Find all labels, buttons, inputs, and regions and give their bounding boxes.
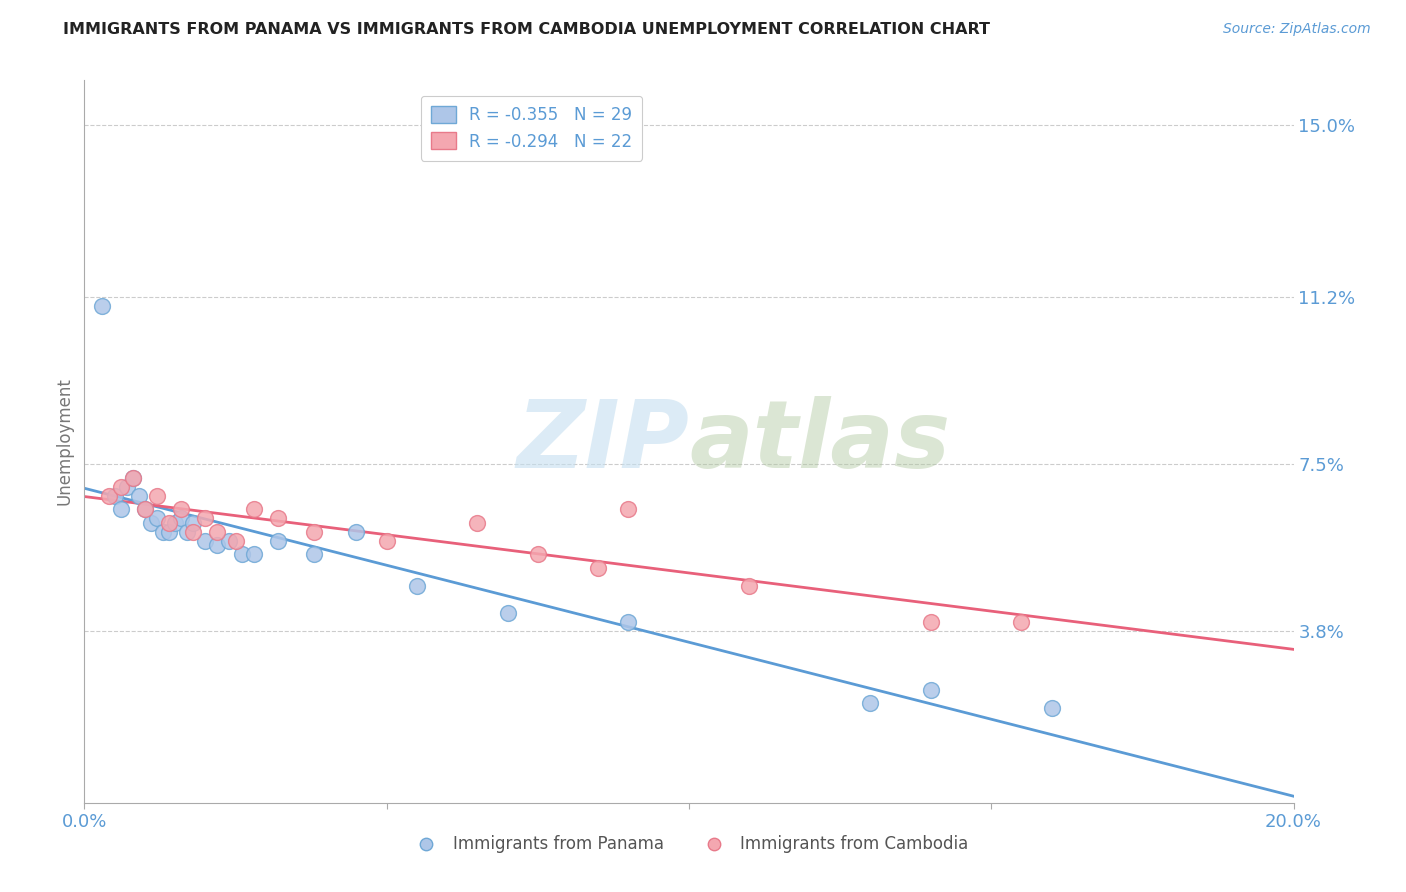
Point [375, 533, 398, 548]
Point [738, 579, 761, 593]
Text: IMMIGRANTS FROM PANAMA VS IMMIGRANTS FROM CAMBODIA UNEMPLOYMENT CORRELATION CHAR: IMMIGRANTS FROM PANAMA VS IMMIGRANTS FRO… [63, 22, 990, 37]
Point [617, 502, 640, 516]
Point [194, 511, 217, 525]
Text: Source: ZipAtlas.com: Source: ZipAtlas.com [1223, 22, 1371, 37]
Point [157, 516, 180, 530]
Point [181, 524, 204, 539]
Point [267, 533, 290, 548]
Point [97, 489, 120, 503]
Text: ZIP: ZIP [516, 395, 689, 488]
Point [170, 502, 193, 516]
Point [165, 516, 187, 530]
Point [194, 533, 217, 548]
Point [302, 524, 325, 539]
Point [467, 516, 489, 530]
Point [91, 299, 114, 313]
Point [181, 516, 204, 530]
Point [242, 548, 264, 562]
Point [152, 524, 174, 539]
Point [346, 524, 368, 539]
Point [1011, 615, 1033, 630]
Point [496, 606, 519, 620]
Point [218, 533, 240, 548]
Point [588, 561, 610, 575]
Point [406, 579, 429, 593]
Point [115, 480, 138, 494]
Point [134, 502, 156, 516]
Point [267, 511, 290, 525]
Point [146, 511, 169, 525]
Point [920, 682, 942, 697]
Point [527, 548, 550, 562]
Point [110, 502, 132, 516]
Point [128, 489, 150, 503]
Point [1040, 701, 1063, 715]
Point [920, 615, 942, 630]
Text: atlas: atlas [689, 395, 950, 488]
Legend: Immigrants from Panama, Immigrants from Cambodia: Immigrants from Panama, Immigrants from … [402, 828, 976, 860]
Point [104, 489, 127, 503]
Point [617, 615, 640, 630]
Point [121, 471, 143, 485]
Point [302, 548, 325, 562]
Point [207, 538, 229, 552]
Point [859, 697, 882, 711]
Point [225, 533, 247, 548]
Point [207, 524, 229, 539]
Point [146, 489, 169, 503]
Point [176, 524, 198, 539]
Y-axis label: Unemployment: Unemployment [55, 377, 73, 506]
Point [134, 502, 156, 516]
Point [157, 524, 180, 539]
Point [110, 480, 132, 494]
Point [139, 516, 162, 530]
Point [242, 502, 264, 516]
Point [121, 471, 143, 485]
Point [170, 511, 193, 525]
Point [231, 548, 253, 562]
